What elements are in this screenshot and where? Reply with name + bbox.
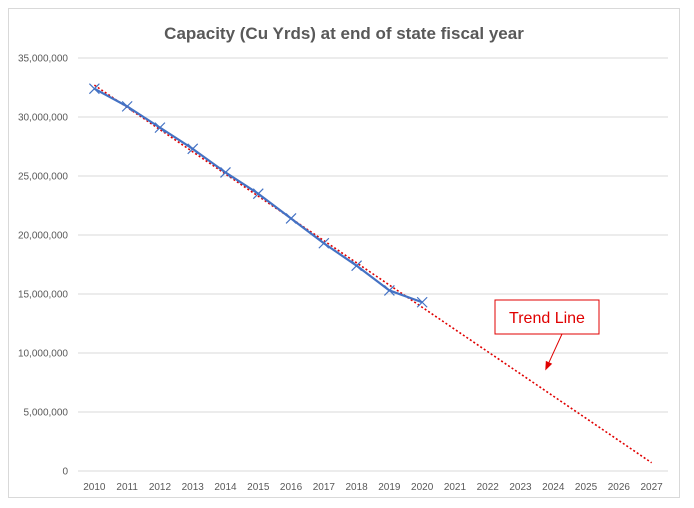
x-tick-label: 2014 [214,482,237,493]
x-axis-labels: 2010 2011 2012 2013 2014 2015 2016 2017 2018 2019… [83,482,663,493]
marker-stroke [187,143,199,155]
data-point-marker [88,83,100,95]
marker-stroke [318,237,330,249]
y-tick-label: 10,000,000 [18,349,68,360]
x-tick-label: 2027 [640,482,663,493]
chart-title: Capacity (Cu Yrds) at end of state fisca… [164,24,524,43]
data-point-marker [318,237,330,249]
data-point-marker [416,296,428,308]
annotation-box [494,299,600,335]
x-tick-label: 2018 [345,482,368,493]
data-point-marker [252,188,264,200]
x-tick-label: 2017 [313,482,336,493]
marker-stroke [88,83,100,95]
y-tick-label: 20,000,000 [18,231,68,242]
data-point-marker [285,213,297,224]
x-tick-label: 2022 [477,482,500,493]
data-point-marker [220,167,231,178]
x-tick-label: 2021 [444,482,467,493]
trendline-group [93,84,653,464]
data-point-marker [351,260,363,272]
x-tick-label: 2025 [575,482,598,493]
markers-group [88,83,428,308]
data-point-marker [383,285,395,296]
gridlines [78,57,668,472]
x-tick-label: 2026 [608,482,631,493]
marker-stroke [154,122,166,134]
y-tick-label: 35,000,000 [18,54,68,65]
x-tick-label: 2020 [411,482,434,493]
marker-stroke [252,188,264,200]
y-tick-label: 5,000,000 [24,408,69,419]
data-point-marker [154,122,166,134]
x-tick-label: 2015 [247,482,270,493]
marker-stroke [285,213,297,224]
chart-frame [8,8,680,498]
data-point-marker [121,100,133,112]
y-axis-labels: 0 5,000,000 10,000,000 15,000,000 20,000,000… [18,54,69,478]
y-tick-label: 0 [62,467,68,478]
y-tick-label: 25,000,000 [18,172,68,183]
marker-stroke [220,167,231,178]
marker-stroke [383,285,395,296]
data-point-marker [187,143,199,155]
x-tick-label: 2013 [182,482,205,493]
y-tick-label: 30,000,000 [18,113,68,124]
x-tick-label: 2023 [509,482,532,493]
y-tick-label: 15,000,000 [18,290,68,301]
x-tick-label: 2024 [542,482,565,493]
annotation-arrow-line [548,333,563,363]
marker-stroke [351,260,363,272]
x-tick-label: 2010 [83,482,106,493]
trend-line [93,84,653,464]
x-tick-label: 2019 [378,482,401,493]
x-tick-label: 2016 [280,482,303,493]
x-tick-label: 2011 [116,482,138,493]
marker-stroke [416,296,428,308]
annotation-group: Trend Line [494,299,600,371]
x-tick-label: 2012 [149,482,172,493]
annotation-label: Trend Line [509,310,585,327]
annotation-arrow-head [545,360,553,371]
marker-stroke [121,100,133,112]
